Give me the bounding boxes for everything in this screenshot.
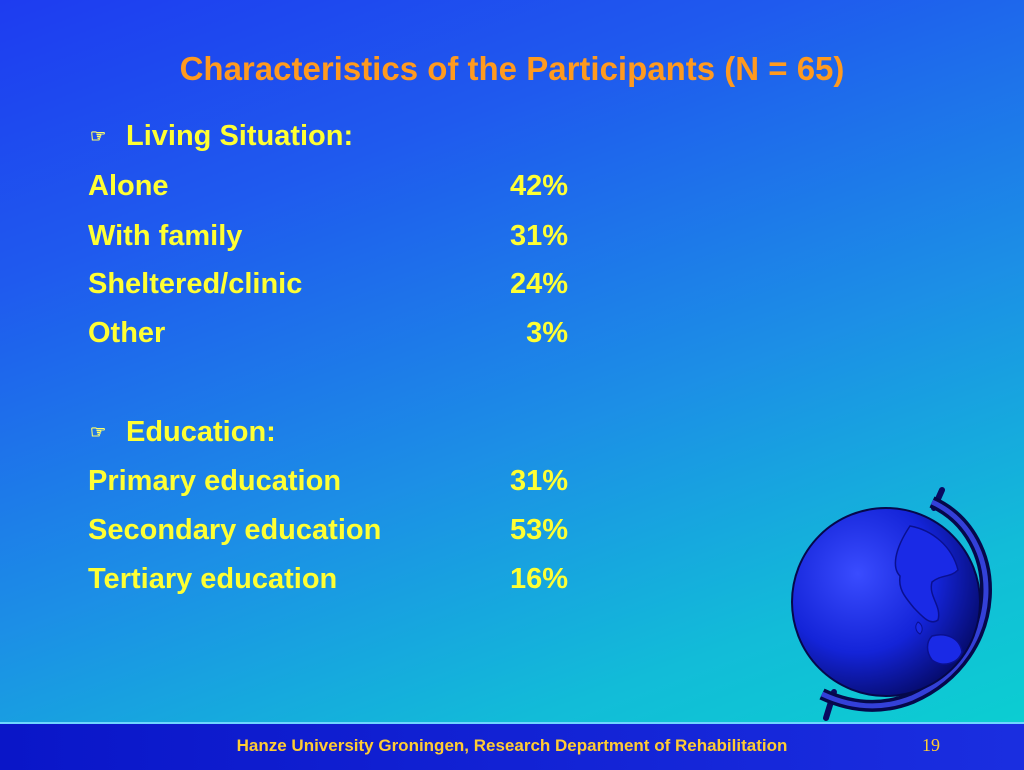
footer-text: Hanze University Groningen, Research Dep… bbox=[236, 736, 788, 755]
pointing-hand-icon: ☞ bbox=[90, 126, 107, 146]
pointing-hand-icon: ☞ bbox=[90, 422, 107, 442]
footer-bar: Hanze University Groningen, Research Dep… bbox=[0, 722, 1024, 770]
row-value: 31% bbox=[509, 220, 568, 252]
globe-icon bbox=[791, 487, 992, 721]
section-heading-living-situation: ☞ Living Situation: bbox=[90, 120, 353, 153]
row-label: Tertiary education bbox=[88, 563, 338, 595]
row-value: 42% bbox=[509, 170, 568, 202]
row-value: 16% bbox=[509, 563, 568, 595]
row-value: 3% bbox=[526, 317, 568, 349]
row-label: Alone bbox=[88, 170, 169, 202]
row-value: 31% bbox=[509, 465, 568, 497]
row-value: 24% bbox=[509, 268, 568, 300]
row-label: Other bbox=[88, 317, 166, 349]
section-heading-education: ☞ Education: bbox=[90, 416, 276, 449]
page-number: 19 bbox=[922, 735, 940, 755]
section-heading-label: Education: bbox=[126, 416, 276, 448]
row-label: With family bbox=[88, 220, 243, 252]
row-label: Sheltered/clinic bbox=[88, 268, 303, 300]
slide-title: Characteristics of the Participants (N =… bbox=[179, 50, 845, 87]
row-label: Secondary education bbox=[88, 514, 382, 546]
row-value: 53% bbox=[509, 514, 568, 546]
row-label: Primary education bbox=[88, 465, 342, 497]
section-heading-label: Living Situation: bbox=[126, 120, 354, 152]
